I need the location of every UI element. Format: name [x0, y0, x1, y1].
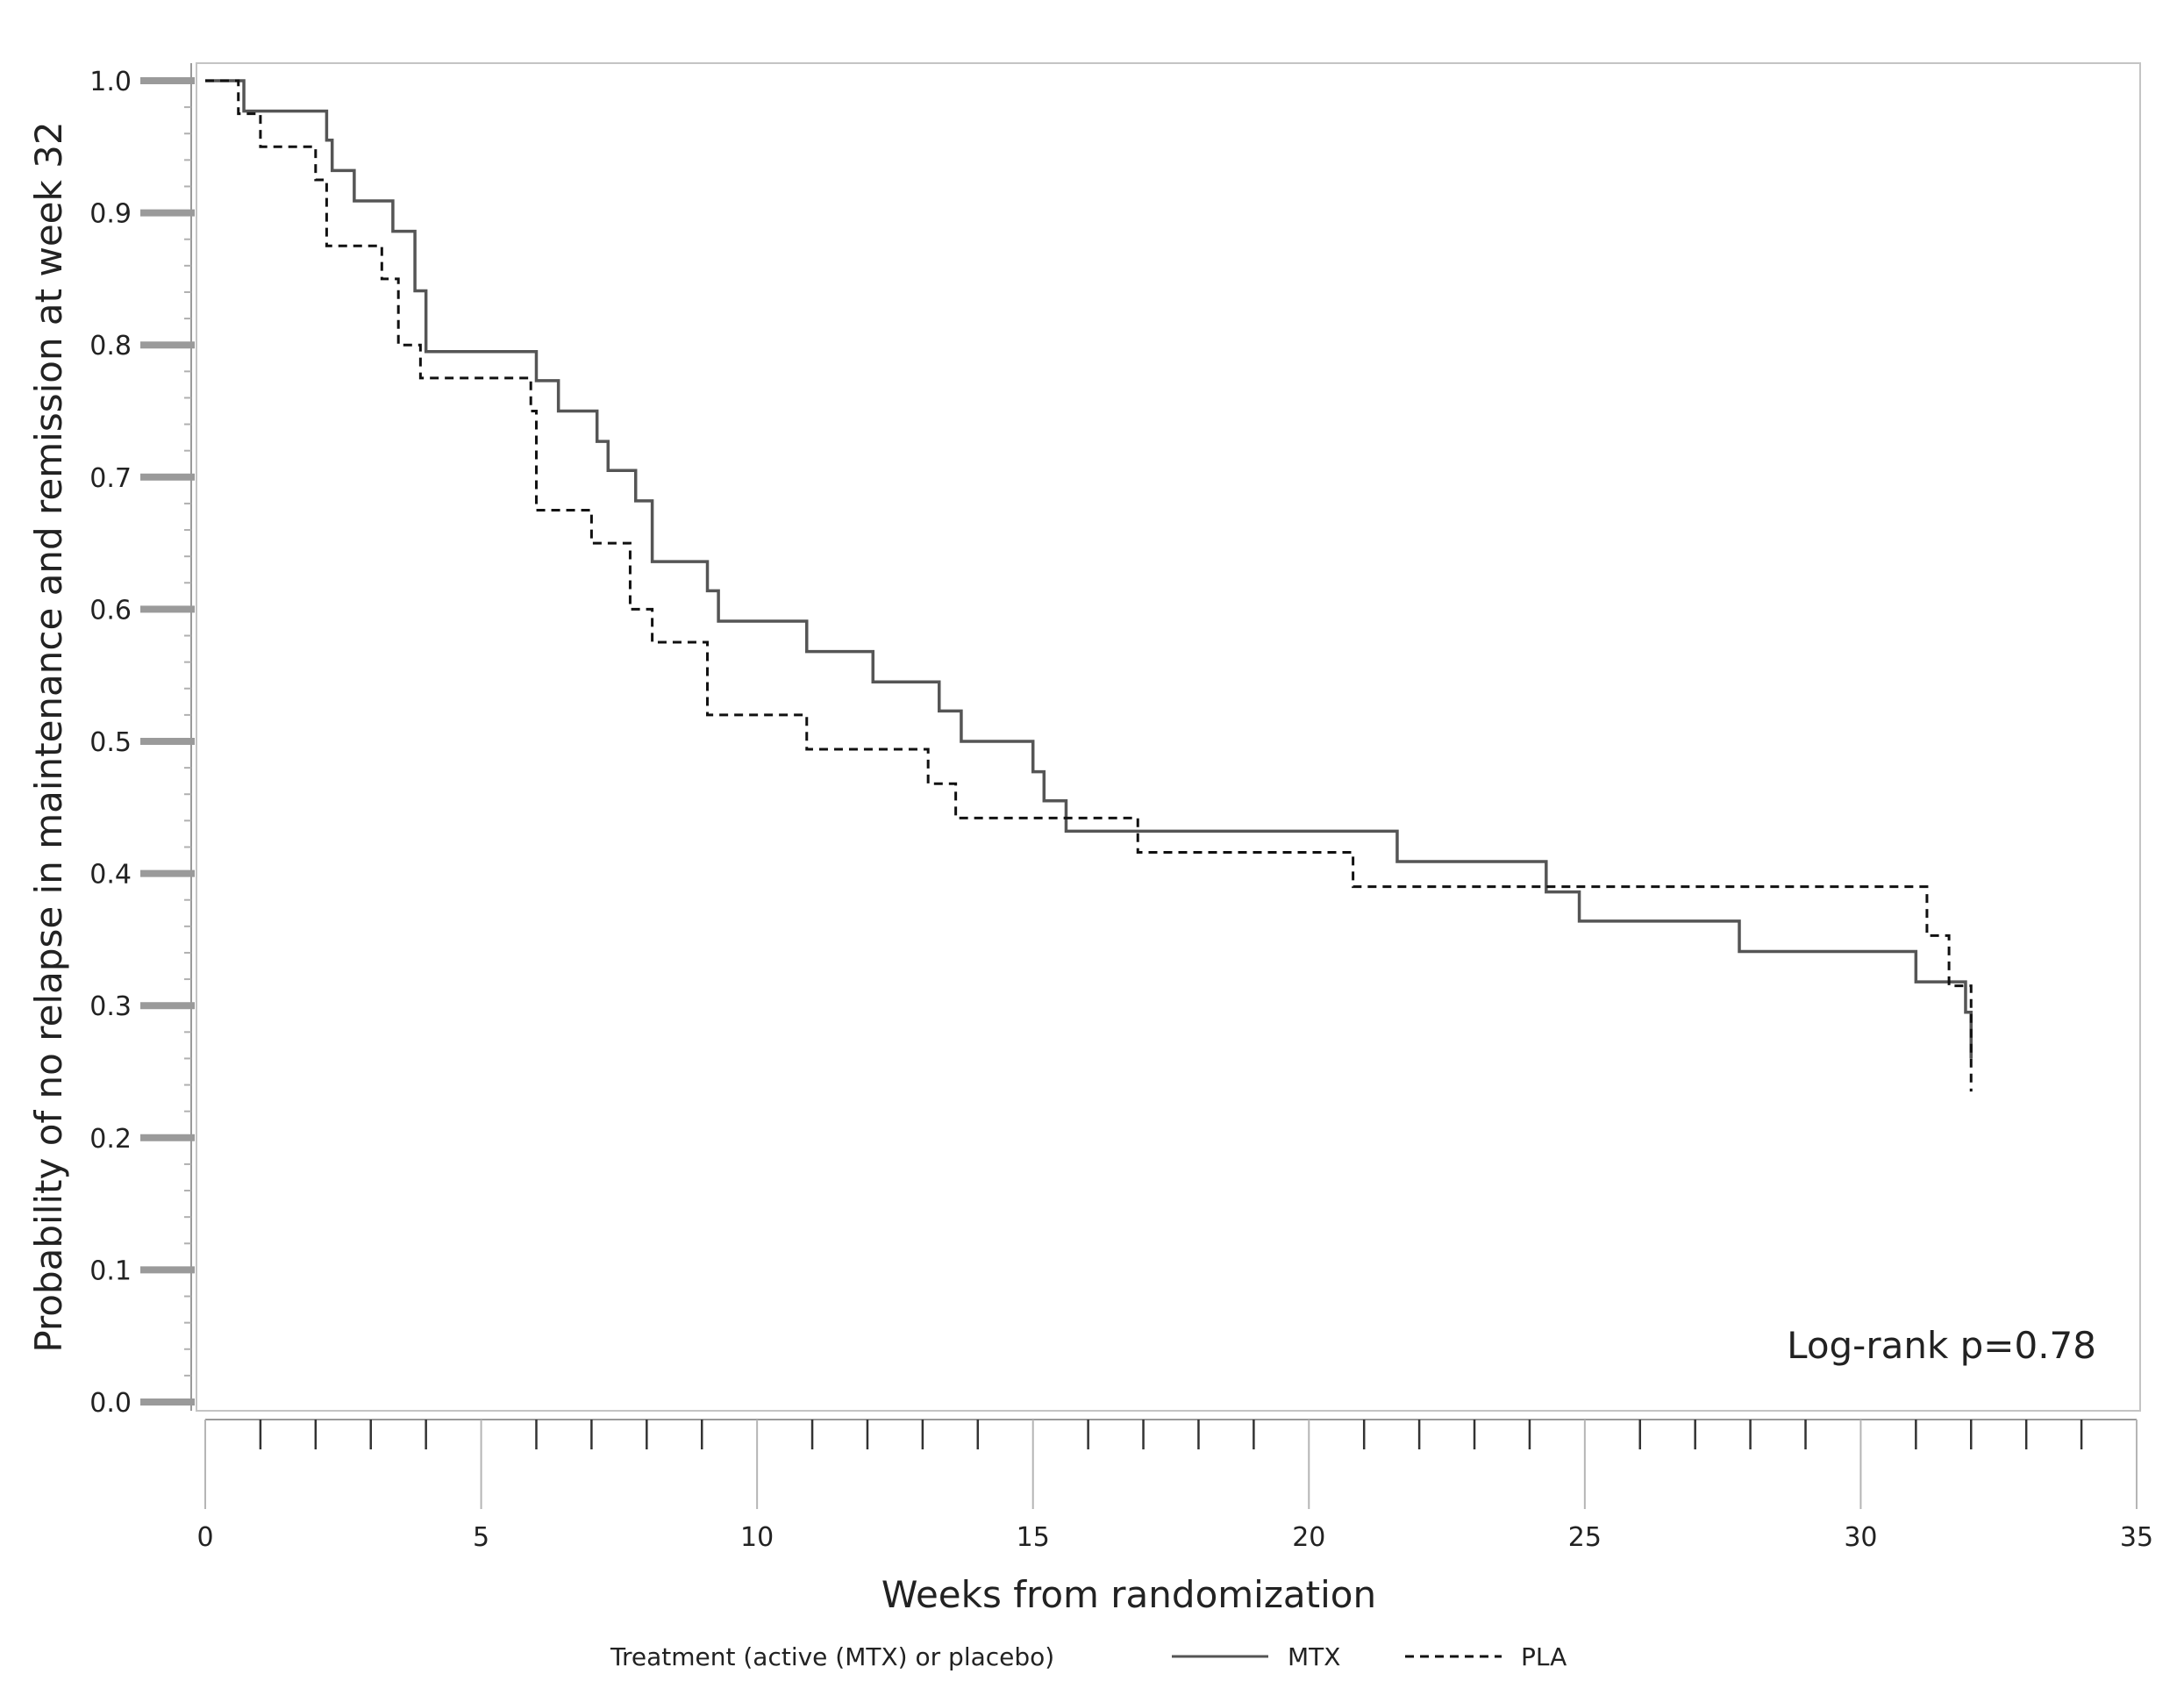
- legend-mtx-label: MTX: [1288, 1642, 1340, 1671]
- y-tick-label: 0.2: [89, 1124, 132, 1155]
- legend-pla-label: PLA: [1521, 1642, 1567, 1671]
- x-tick-label: 5: [473, 1522, 489, 1553]
- x-axis: 0 5 10 15 20 25 30 35: [196, 1419, 2153, 1553]
- x-axis-title: Weeks from randomization: [881, 1573, 1376, 1616]
- legend-title: Treatment (active (MTX) or placebo): [610, 1642, 1054, 1671]
- y-tick-label: 0.7: [89, 463, 132, 494]
- legend: Treatment (active (MTX) or placebo) MTX P…: [610, 1642, 1567, 1671]
- log-rank-annotation: Log-rank p=0.78: [1787, 1324, 2096, 1367]
- x-tick-label: 20: [1292, 1522, 1325, 1553]
- series-mtx-line: [205, 79, 1973, 1059]
- y-tick-label: 0.3: [89, 991, 132, 1022]
- x-tick-label: 10: [740, 1522, 774, 1553]
- y-tick-label: 0.5: [89, 727, 132, 758]
- y-tick-label: 0.4: [89, 860, 132, 891]
- y-axis: 0.0 0.1 0.2 0.3 0.4 0.5 0.6 0.7 0.8 0.9 1.0: [89, 63, 195, 1419]
- x-tick-label: 25: [1568, 1522, 1602, 1553]
- y-tick-label: 1.0: [89, 67, 132, 97]
- x-tick-label: 0: [196, 1522, 213, 1553]
- x-tick-label: 35: [2120, 1522, 2153, 1553]
- series-layer: [205, 79, 1973, 1092]
- y-tick-label: 0.1: [89, 1255, 132, 1286]
- plot-frame: [196, 62, 2141, 1412]
- y-tick-label: 0.6: [89, 595, 132, 626]
- y-tick-label: 0.8: [89, 331, 132, 361]
- y-tick-label: 0.9: [89, 199, 132, 230]
- series-pla-line: [205, 79, 1973, 1092]
- y-tick-label: 0.0: [89, 1388, 132, 1419]
- x-tick-label: 30: [1844, 1522, 1877, 1553]
- x-tick-label: 15: [1017, 1522, 1050, 1553]
- y-axis-title: Probability of no relapse in maintenance…: [27, 121, 70, 1352]
